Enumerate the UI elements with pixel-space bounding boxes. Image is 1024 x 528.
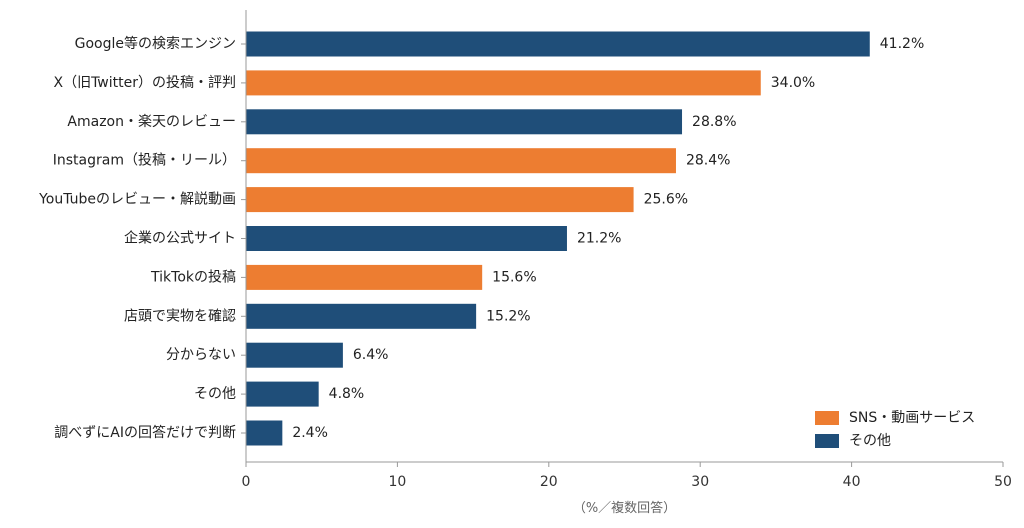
value-label-3: 28.8% <box>692 114 736 130</box>
x-axis-title: （%／複数回答） <box>573 500 676 516</box>
category-label-2: X（旧Twitter）の投稿・評判 <box>53 75 236 91</box>
legend-label-other: その他 <box>849 433 891 449</box>
value-label-9: 6.4% <box>353 347 389 363</box>
x-tick-label-10: 10 <box>388 474 406 490</box>
bar-9 <box>246 342 343 368</box>
value-label-4: 28.4% <box>686 153 730 169</box>
value-label-2: 34.0% <box>771 75 815 91</box>
bar-6 <box>246 226 567 251</box>
bar-8 <box>246 303 477 329</box>
bar-10 <box>246 381 319 407</box>
category-label-10: その他 <box>194 386 236 402</box>
value-label-8: 15.2% <box>486 308 530 324</box>
value-label-10: 4.8% <box>329 386 365 402</box>
value-label-7: 15.6% <box>492 269 536 285</box>
bar-4 <box>246 148 676 174</box>
x-tick-label-0: 0 <box>242 474 251 490</box>
value-label-11: 2.4% <box>292 425 328 441</box>
category-label-9: 分からない <box>166 347 236 363</box>
legend-swatch-other <box>815 434 839 448</box>
category-label-8: 店頭で実物を確認 <box>124 308 236 324</box>
legend-swatch-sns <box>815 411 839 425</box>
category-label-1: Google等の検索エンジン <box>75 35 236 52</box>
x-tick-label-30: 30 <box>691 474 709 490</box>
value-label-5: 25.6% <box>644 192 688 208</box>
category-label-6: 企業の公式サイト <box>124 230 236 247</box>
category-label-7: TikTokの投稿 <box>150 269 236 285</box>
category-label-4: Instagram（投稿・リール） <box>53 153 236 169</box>
bar-11 <box>246 420 283 446</box>
bar-5 <box>246 187 634 213</box>
category-label-5: YouTubeのレビュー・解説動画 <box>38 192 236 208</box>
bar-7 <box>246 264 483 290</box>
value-label-1: 41.2% <box>880 36 924 52</box>
category-label-3: Amazon・楽天のレビュー <box>67 114 236 130</box>
legend-label-sns: SNS・動画サービス <box>849 410 975 426</box>
x-tick-label-40: 40 <box>843 474 861 490</box>
bar-3 <box>246 109 683 135</box>
x-tick-label-20: 20 <box>540 474 558 490</box>
x-tick-label-50: 50 <box>994 474 1012 490</box>
bar-2 <box>246 70 761 96</box>
category-label-11: 調べずにAIの回答だけで判断 <box>54 424 236 441</box>
bar-1 <box>246 31 870 57</box>
value-label-6: 21.2% <box>577 231 621 247</box>
